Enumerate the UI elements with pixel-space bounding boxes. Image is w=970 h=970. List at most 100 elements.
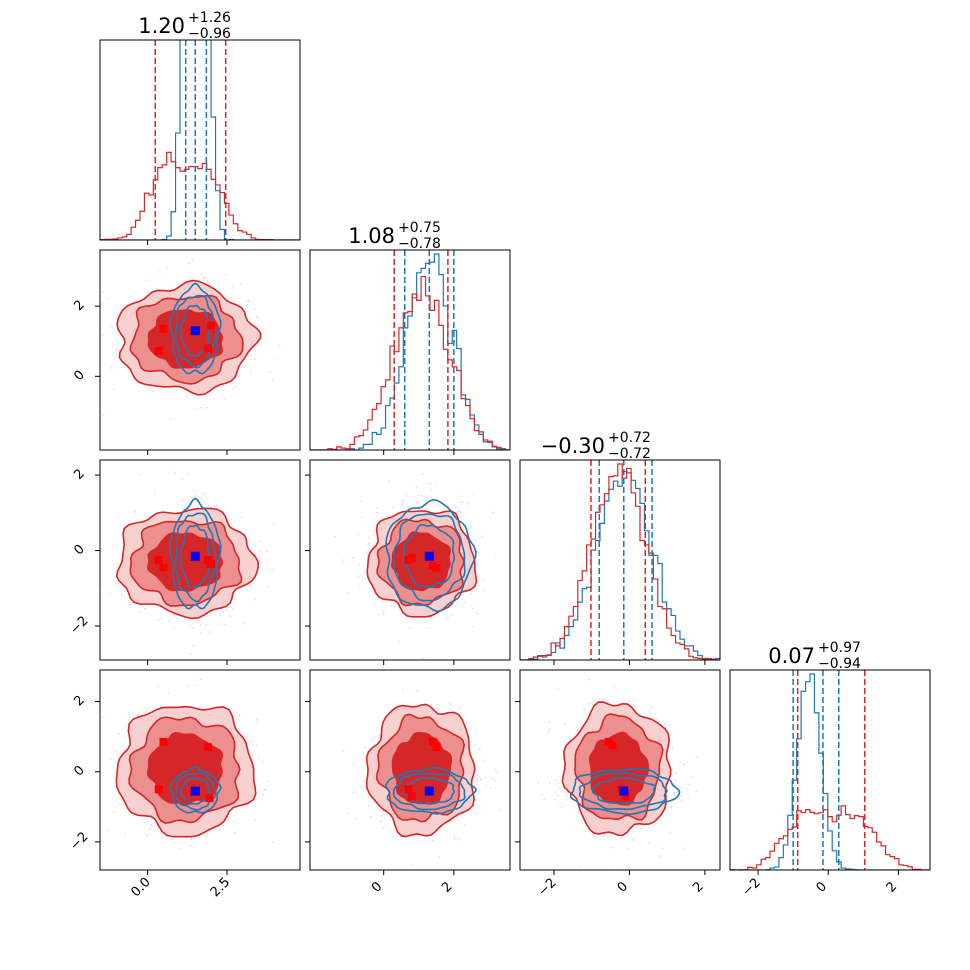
sample-point-red [431, 839, 434, 842]
sample-point-blue [204, 624, 207, 626]
sample-point-red [373, 603, 376, 606]
sample-point-blue [472, 493, 475, 496]
contour-blue-2 [578, 772, 668, 811]
sample-point-red [118, 349, 120, 352]
contour-blue-3 [591, 776, 656, 805]
sample-point-red [273, 357, 276, 359]
sample-point-blue [460, 501, 462, 504]
sample-point-red [247, 299, 249, 302]
sample-point-blue [478, 776, 481, 778]
sample-point-red [362, 752, 365, 754]
panel-title-plus: +0.97 [818, 640, 861, 656]
sample-point-red [272, 841, 275, 843]
histogram-blue [730, 673, 930, 870]
sample-point-red [144, 608, 147, 610]
sample-point-blue [401, 504, 403, 506]
sample-point-red [206, 280, 209, 283]
sample-point-red [107, 298, 110, 301]
sample-point-blue [368, 536, 370, 539]
sample-point-blue [566, 794, 568, 797]
sample-point-blue [557, 782, 559, 785]
sample-point-red [205, 407, 208, 409]
sample-point-red [113, 750, 116, 753]
contour-blue-1 [168, 497, 222, 610]
sample-point-blue [475, 812, 477, 814]
red-marker [154, 556, 163, 564]
sample-point-red [149, 827, 152, 830]
sample-point-red [256, 778, 259, 780]
sample-point-red [576, 728, 578, 731]
sample-point-red [394, 605, 396, 608]
sample-point-red [392, 506, 394, 508]
sample-point-red [380, 821, 382, 823]
sample-point-red [231, 608, 234, 610]
sample-point-blue [675, 791, 678, 794]
panel-title-plus: +1.26 [188, 10, 231, 26]
sample-point-red [430, 483, 432, 485]
sample-point-blue [556, 794, 559, 797]
sample-point-blue [446, 610, 448, 613]
sample-point-red [191, 258, 194, 261]
sample-point-red [671, 747, 674, 750]
sample-point-red [627, 847, 629, 850]
sample-point-red [112, 546, 115, 548]
contour-red-3 [146, 532, 224, 592]
sample-point-red [109, 758, 112, 761]
sample-point-red [269, 370, 271, 373]
sample-point-red [113, 811, 115, 813]
sample-point-blue [195, 494, 198, 496]
panel-title-value: 0.07 [768, 644, 815, 668]
sample-point-red [342, 750, 345, 752]
sample-point-red [411, 864, 413, 866]
sample-point-blue [437, 614, 440, 616]
sample-point-blue [378, 613, 380, 616]
sample-point-blue [421, 473, 424, 475]
contour-blue-2 [174, 294, 217, 369]
sample-point-red [199, 678, 202, 680]
sample-point-blue [668, 802, 671, 804]
sample-point-red [648, 842, 650, 844]
sample-point-blue [430, 489, 432, 491]
sample-point-red [378, 809, 381, 811]
sample-point-blue [463, 824, 466, 826]
sample-point-red [358, 584, 361, 587]
sample-point-red [124, 833, 126, 835]
sample-point-red [141, 708, 143, 711]
sample-point-red [361, 516, 363, 518]
sample-point-red [373, 737, 376, 739]
sample-point-red [358, 576, 360, 578]
panel-title-value: 1.20 [138, 14, 185, 38]
sample-point-red [583, 708, 585, 711]
sample-point-red [376, 511, 379, 514]
histogram-blue [520, 470, 720, 660]
sample-point-red [674, 794, 676, 796]
sample-point-blue [215, 504, 218, 507]
sample-point-blue [485, 784, 487, 787]
sample-point-red [347, 813, 349, 815]
sample-point-blue [695, 790, 697, 792]
sample-point-red [134, 511, 137, 513]
sample-point-red [187, 684, 190, 687]
sample-point-red [632, 839, 634, 841]
scatter-frame [99, 459, 301, 661]
sample-point-red [369, 815, 372, 818]
red-marker [203, 743, 212, 752]
histogram-panel-2: 1.08 +0.75−0.78 [309, 220, 511, 451]
sample-point-blue [494, 779, 497, 781]
sample-point-red [173, 613, 175, 616]
contour-red-3 [588, 731, 650, 806]
sample-point-red [656, 718, 658, 720]
sample-point-red [102, 414, 105, 417]
sample-point-red [448, 821, 451, 823]
sample-point-red [271, 569, 274, 571]
sample-point-blue [192, 627, 195, 629]
red-marker [407, 792, 416, 801]
sample-point-red [233, 300, 235, 303]
sample-point-blue [681, 799, 683, 802]
sample-point-red [360, 786, 362, 788]
sample-point-red [155, 829, 157, 832]
sample-point-red [234, 385, 236, 388]
sample-point-blue [558, 787, 561, 789]
sample-point-red [229, 615, 231, 618]
sample-point-blue [172, 626, 175, 628]
